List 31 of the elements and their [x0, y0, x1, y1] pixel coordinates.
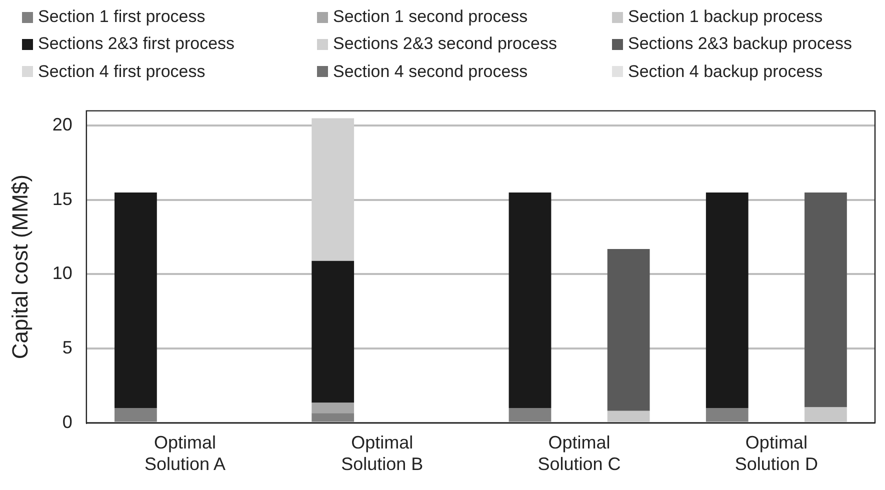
bar: [607, 248, 650, 411]
bar: [508, 408, 552, 422]
bar: [804, 192, 847, 408]
x-tick-label: Optimal Solution A: [144, 432, 226, 474]
legend-label: Sections 2&3 backup process: [628, 34, 852, 54]
bar: [312, 413, 354, 422]
legend-label: Section 1 first process: [38, 7, 206, 27]
bar: [508, 192, 552, 408]
y-tick-label: 0: [62, 412, 72, 432]
y-tick-label: 10: [52, 263, 72, 284]
bar: [312, 118, 354, 261]
bar: [312, 260, 354, 403]
y-tick-label: 15: [52, 188, 72, 209]
bar: [312, 402, 354, 414]
x-tick-label: Optimal Solution B: [341, 432, 424, 474]
x-tick-label: Optimal Solution C: [538, 432, 621, 474]
legend-label: Section 1 backup process: [628, 7, 823, 27]
bar: [706, 408, 748, 422]
y-tick-label: 20: [52, 114, 72, 135]
legend-label: Section 4 first process: [38, 62, 206, 82]
y-axis-title: Capital cost (MM$): [7, 174, 32, 360]
y-tick-label: 5: [62, 337, 72, 358]
bar: [114, 408, 157, 422]
x-tick-label: Optimal Solution D: [734, 432, 818, 474]
legend-label: Sections 2&3 second process: [333, 34, 557, 54]
bar: [114, 192, 157, 408]
legend-label: Sections 2&3 first process: [38, 34, 235, 54]
legend-label: Section 4 second process: [333, 62, 528, 82]
bar: [706, 192, 748, 408]
legend-label: Section 1 second process: [333, 7, 528, 27]
legend-label: Section 4 backup process: [628, 62, 823, 82]
